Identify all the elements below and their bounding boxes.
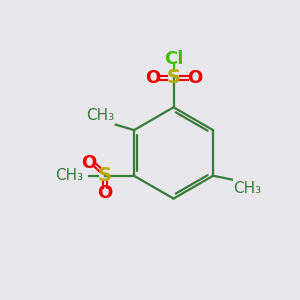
Text: CH₃: CH₃ <box>86 108 114 123</box>
Text: O: O <box>187 69 202 87</box>
Text: O: O <box>145 69 160 87</box>
Text: Cl: Cl <box>164 50 183 68</box>
Text: CH₃: CH₃ <box>55 168 83 183</box>
Text: S: S <box>98 166 112 185</box>
Text: S: S <box>167 68 181 87</box>
Text: O: O <box>81 154 96 172</box>
Text: CH₃: CH₃ <box>233 181 261 196</box>
Text: O: O <box>97 184 112 202</box>
